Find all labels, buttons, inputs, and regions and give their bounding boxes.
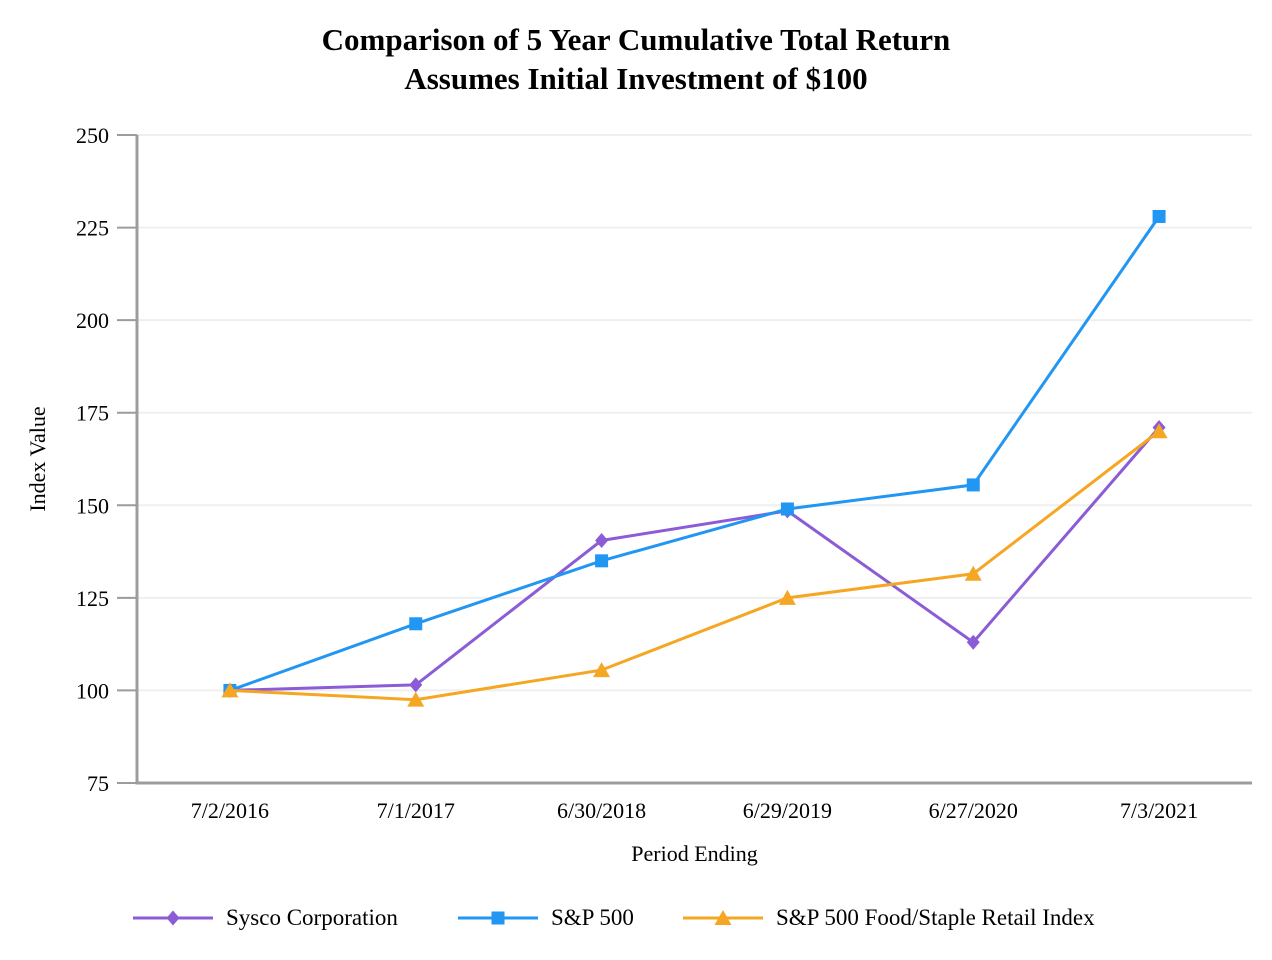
series-line-s-p-500-food-staple-retail-index bbox=[229, 430, 1160, 702]
legend-label-sysco-corporation: Sysco Corporation bbox=[226, 905, 398, 930]
legend-diamond-marker-icon bbox=[133, 910, 213, 926]
chart-title: Comparison of 5 Year Cumulative Total Re… bbox=[0, 20, 1272, 98]
x-tick-label-6-29-2019: 6/29/2019 bbox=[743, 798, 832, 823]
chart-plot-area: 75 100 125 150 175 200 225 250 7/2/2016 7/1/2017 6… bbox=[25, 123, 1252, 866]
legend-marker-shape bbox=[491, 911, 505, 925]
data-point-sysco-corporation-1 bbox=[409, 677, 423, 693]
x-tick-label-7-3-2021: 7/3/2021 bbox=[1120, 798, 1198, 823]
data-point-s-p-500-5 bbox=[1152, 209, 1166, 223]
chart-legend: Sysco Corporation S&P 500 S&P 500 Food/Sta… bbox=[0, 902, 1272, 934]
y-tick-label-175: 175 bbox=[76, 401, 109, 426]
legend-marker-shape bbox=[714, 910, 732, 925]
data-point-s-p-500-food-staple-retail-index-1 bbox=[407, 691, 425, 707]
y-tick-label-225: 225 bbox=[76, 216, 109, 241]
legend-label-s-p-500: S&P 500 bbox=[551, 905, 634, 930]
series-line-s-p-500 bbox=[229, 215, 1161, 692]
data-point-s-p-500-food-staple-retail-index-2 bbox=[593, 662, 611, 678]
legend-square-marker-icon bbox=[458, 911, 538, 925]
legend-item-s-p-500: S&P 500 bbox=[458, 902, 634, 934]
y-tick-label-200: 200 bbox=[76, 308, 109, 333]
data-point-s-p-500-food-staple-retail-index-0 bbox=[221, 682, 239, 698]
y-tick-label-150: 150 bbox=[76, 493, 109, 518]
data-point-s-p-500-food-staple-retail-index-4 bbox=[964, 565, 982, 581]
x-tick-label-6-30-2018: 6/30/2018 bbox=[557, 798, 646, 823]
y-tick-label-125: 125 bbox=[76, 586, 109, 611]
legend-item-s-p-500-food-staple-retail-index: S&P 500 Food/Staple Retail Index bbox=[683, 902, 1095, 934]
y-axis-title: Index Value bbox=[25, 406, 50, 511]
data-point-sysco-corporation-4 bbox=[966, 634, 980, 650]
chart-title-line2: Assumes Initial Investment of $100 bbox=[404, 61, 868, 96]
data-point-s-p-500-4 bbox=[966, 478, 980, 492]
x-axis-title: Period Ending bbox=[631, 841, 758, 866]
series-line-sysco-corporation bbox=[229, 426, 1161, 692]
chart-title-line1: Comparison of 5 Year Cumulative Total Re… bbox=[321, 22, 951, 57]
legend-marker-shape bbox=[166, 910, 180, 926]
legend-item-sysco-corporation: Sysco Corporation bbox=[133, 902, 398, 934]
data-point-sysco-corporation-2 bbox=[595, 532, 609, 548]
y-tick-label-75: 75 bbox=[87, 771, 109, 796]
x-tick-label-7-1-2017: 7/1/2017 bbox=[377, 798, 455, 823]
y-tick-label-250: 250 bbox=[76, 123, 109, 148]
x-tick-label-7-2-2016: 7/2/2016 bbox=[191, 798, 269, 823]
x-tick-label-6-27-2020: 6/27/2020 bbox=[929, 798, 1018, 823]
y-tick-label-100: 100 bbox=[76, 678, 109, 703]
data-point-s-p-500-2 bbox=[595, 554, 609, 568]
data-point-s-p-500-1 bbox=[409, 617, 423, 631]
data-point-s-p-500-3 bbox=[780, 502, 794, 516]
legend-label-s-p-500-food-staple-retail-index: S&P 500 Food/Staple Retail Index bbox=[776, 905, 1095, 930]
data-point-s-p-500-food-staple-retail-index-3 bbox=[778, 589, 796, 605]
legend-triangle-marker-icon bbox=[683, 910, 763, 925]
data-point-s-p-500-food-staple-retail-index-5 bbox=[1150, 423, 1168, 439]
